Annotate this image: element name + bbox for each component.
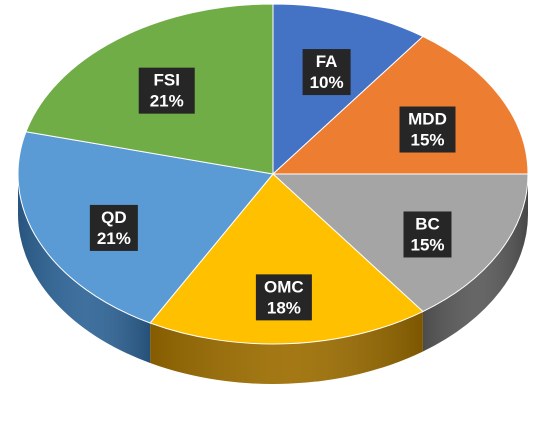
slice-name-label: MDD: [408, 110, 447, 129]
slice-name-label: FSI: [153, 71, 179, 90]
data-label-box: [399, 106, 456, 153]
data-label-box: [403, 211, 452, 258]
slice-percent-label: 15%: [410, 235, 444, 254]
data-label-omc: OMC 18%: [255, 274, 312, 321]
slice-name-label: OMC: [264, 277, 304, 296]
slice-percent-label: 18%: [267, 298, 301, 317]
side-wall-shade-bc: [422, 174, 528, 352]
slice-qd: [17, 131, 274, 324]
data-label-fa: FA 10%: [302, 49, 351, 96]
slice-name-label: BC: [415, 214, 440, 233]
data-label-fsi: FSI 21%: [138, 67, 195, 114]
data-label-box: [255, 274, 312, 321]
data-label-box: [89, 204, 138, 251]
data-label-qd: QD 21%: [89, 204, 138, 251]
pie-side-walls: [18, 174, 528, 384]
slice-name-label: FA: [316, 52, 338, 71]
data-label-bc: BC 15%: [403, 211, 452, 258]
side-wall-shade-omc: [150, 311, 423, 384]
slice-bc: [271, 173, 529, 313]
slice-percent-label: 21%: [150, 92, 184, 111]
data-label-mdd: MDD 15%: [399, 106, 456, 153]
slice-mdd: [271, 35, 529, 175]
slice-percent-label: 15%: [410, 131, 444, 150]
slice-percent-label: 10%: [310, 73, 344, 92]
side-wall-shade-qd: [18, 174, 151, 363]
data-labels: FA 10% MDD 15% BC 15% OMC 18% QD 21% FSI 21%: [89, 49, 456, 321]
data-label-box: [302, 49, 351, 96]
slice-name-label: QD: [101, 208, 127, 227]
slice-omc: [149, 173, 424, 345]
data-label-box: [138, 67, 195, 114]
slice-percent-label: 21%: [97, 229, 131, 248]
